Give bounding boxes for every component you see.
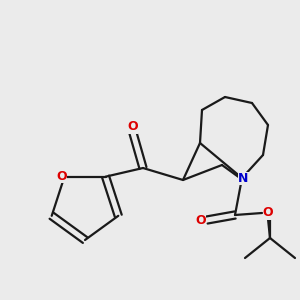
Text: O: O (263, 206, 273, 220)
Text: O: O (56, 170, 67, 183)
Text: N: N (238, 172, 249, 184)
Text: O: O (196, 214, 206, 226)
Text: O: O (128, 121, 138, 134)
